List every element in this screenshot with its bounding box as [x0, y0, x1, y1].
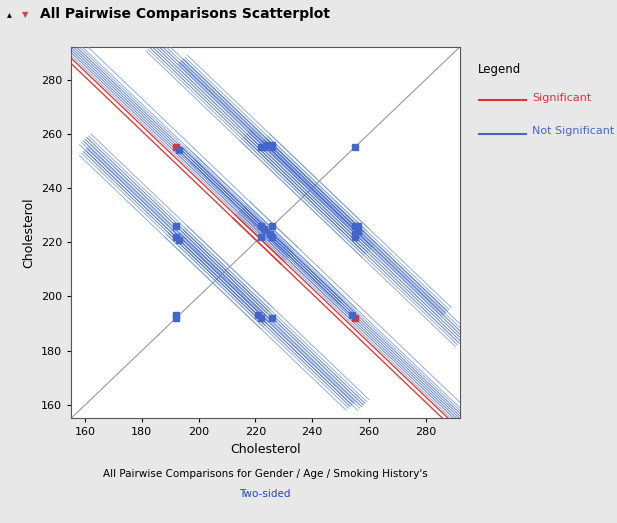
Text: ▴: ▴: [7, 9, 12, 19]
Text: ▼: ▼: [22, 10, 28, 19]
X-axis label: Cholesterol: Cholesterol: [230, 443, 300, 456]
Text: Significant: Significant: [532, 93, 592, 103]
Text: Not Significant: Not Significant: [532, 127, 615, 137]
Y-axis label: Cholesterol: Cholesterol: [22, 197, 35, 268]
Text: All Pairwise Comparisons Scatterplot: All Pairwise Comparisons Scatterplot: [40, 7, 330, 21]
Text: Two-sided: Two-sided: [239, 490, 291, 499]
Text: All Pairwise Comparisons for Gender / Age / Smoking History's: All Pairwise Comparisons for Gender / Ag…: [103, 469, 428, 479]
Text: Legend: Legend: [478, 63, 521, 76]
